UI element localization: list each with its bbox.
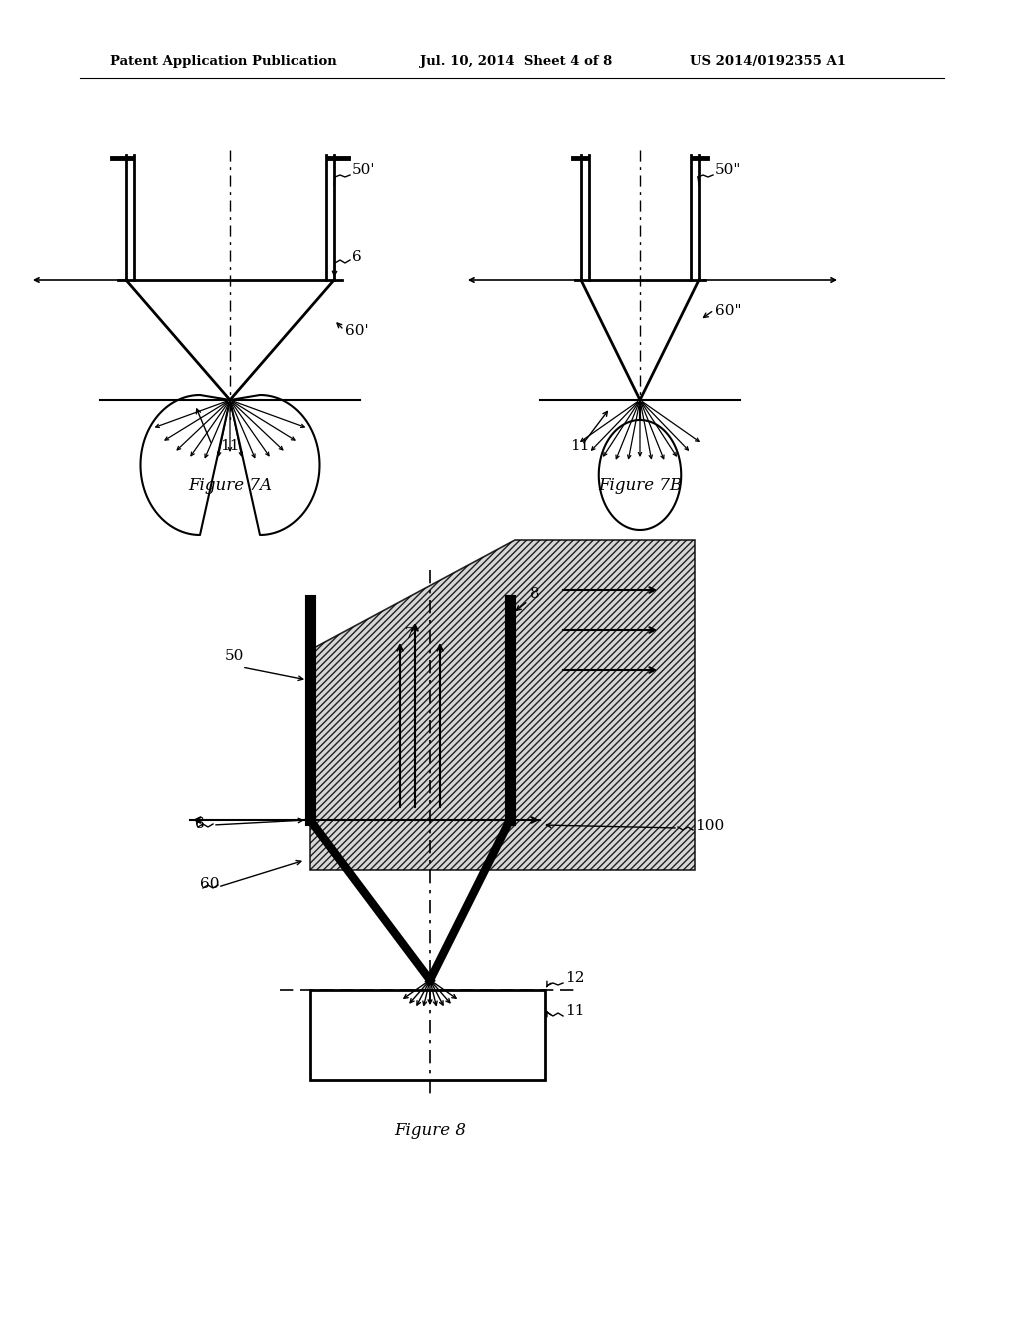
Text: 100: 100: [695, 818, 724, 833]
Text: Jul. 10, 2014  Sheet 4 of 8: Jul. 10, 2014 Sheet 4 of 8: [420, 55, 612, 69]
Text: Figure 7A: Figure 7A: [188, 477, 272, 494]
Text: 6: 6: [352, 249, 361, 264]
Text: 60": 60": [715, 304, 741, 318]
Text: 50": 50": [715, 162, 741, 177]
Text: 60: 60: [200, 876, 219, 891]
Text: 11: 11: [220, 440, 240, 453]
Polygon shape: [310, 540, 695, 870]
Text: 50: 50: [225, 649, 245, 663]
Text: 11: 11: [565, 1005, 585, 1018]
Text: 8: 8: [530, 587, 540, 601]
Text: 50': 50': [352, 162, 376, 177]
Text: Figure 8: Figure 8: [394, 1122, 466, 1139]
Text: 11: 11: [570, 440, 590, 453]
Text: 6: 6: [195, 817, 205, 832]
Text: 12: 12: [565, 972, 585, 985]
Text: Patent Application Publication: Patent Application Publication: [110, 55, 337, 69]
Text: Figure 7B: Figure 7B: [598, 477, 682, 494]
Text: US 2014/0192355 A1: US 2014/0192355 A1: [690, 55, 846, 69]
Text: 60': 60': [345, 323, 369, 338]
Bar: [310, 990, 545, 1080]
Text: 7: 7: [406, 627, 415, 642]
